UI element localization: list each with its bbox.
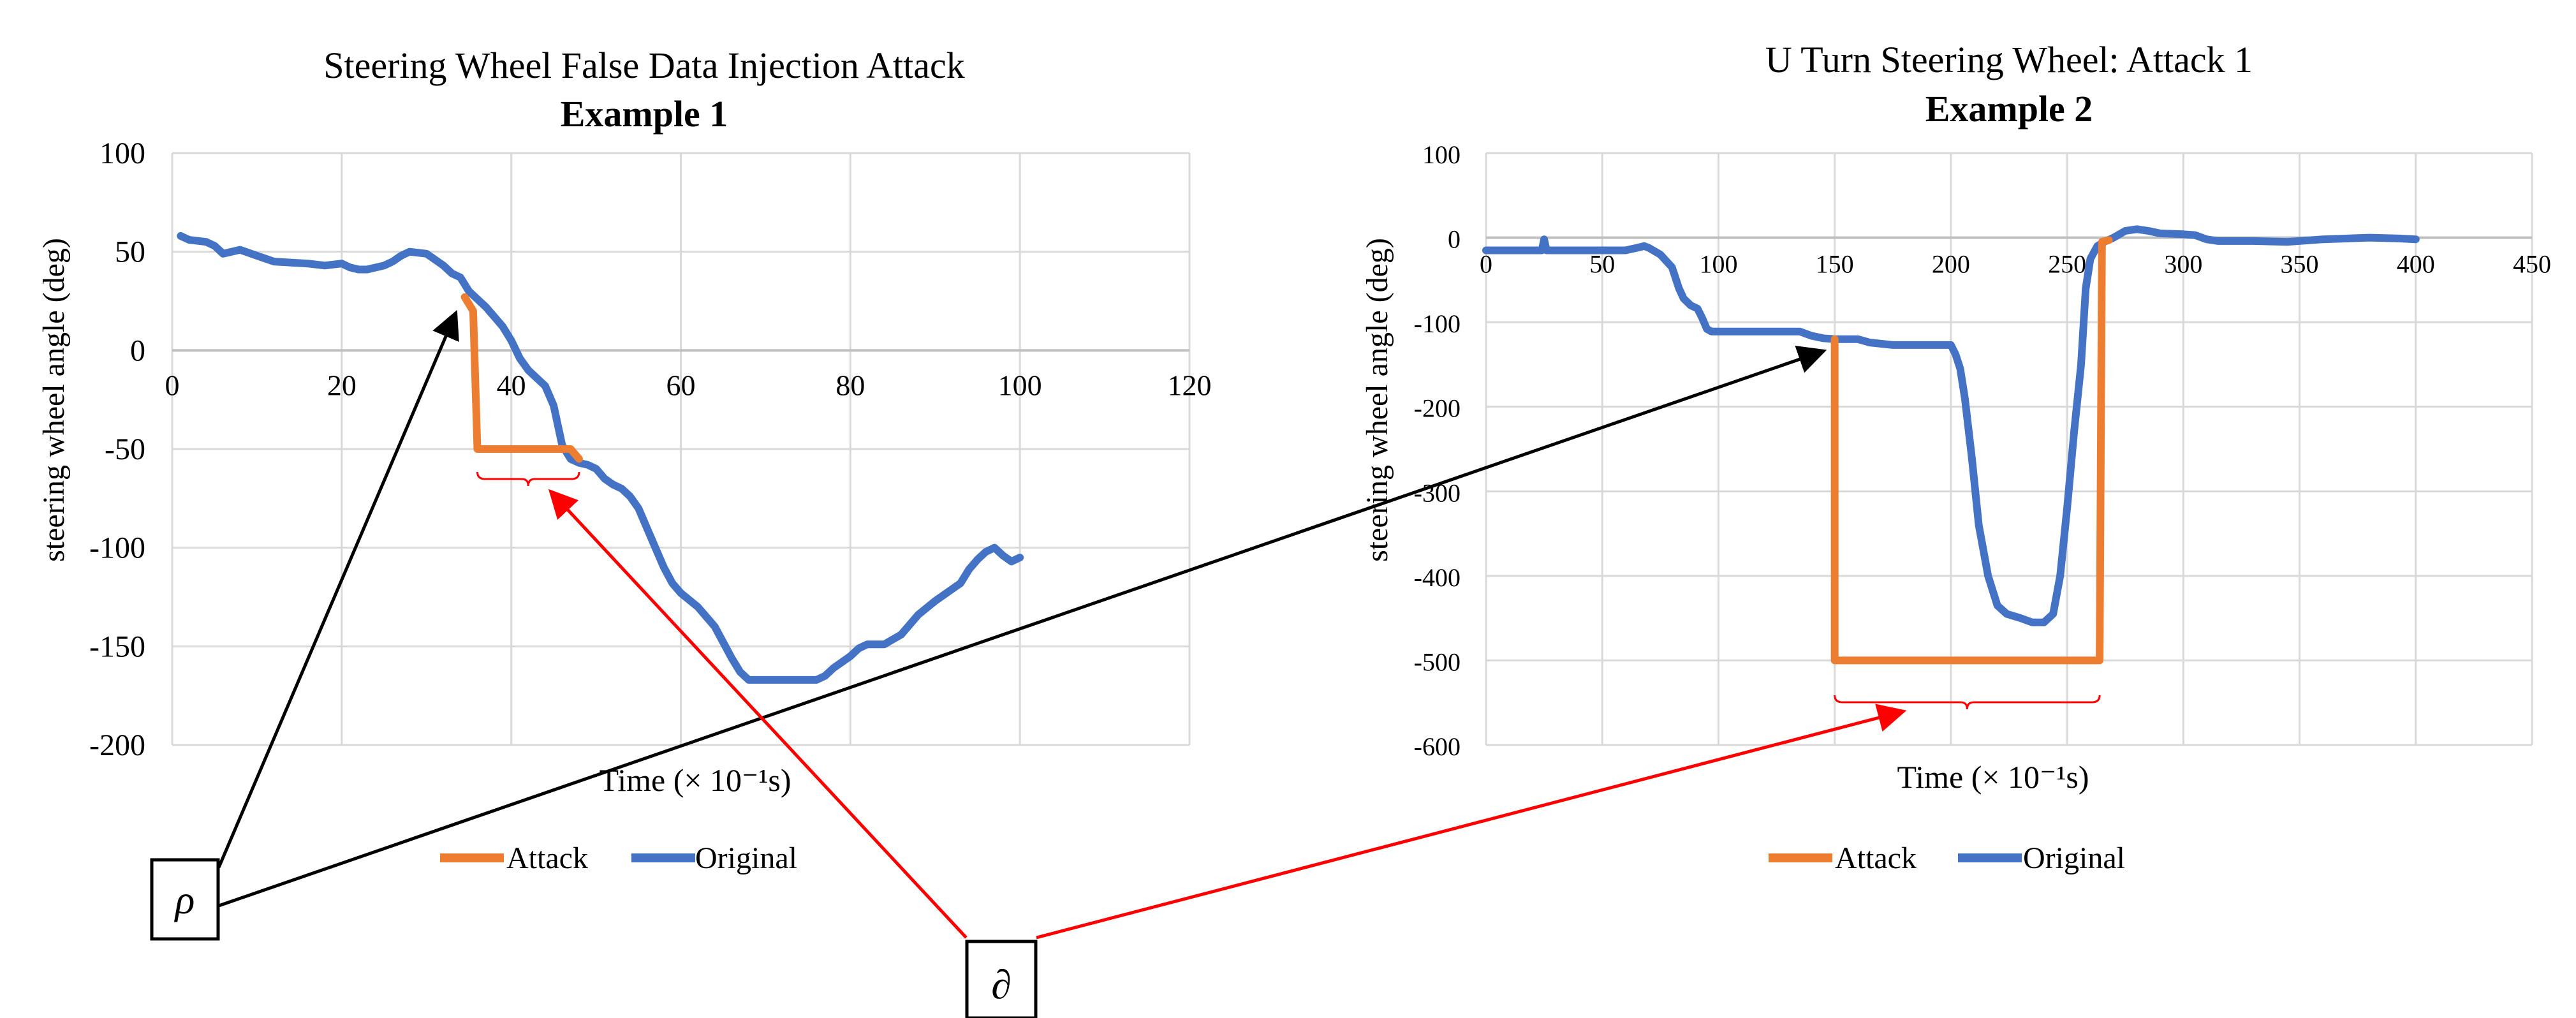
y-tick-label: -600 [1414, 732, 1461, 761]
chart1-legend-attack-label: Attack [506, 841, 588, 875]
y-tick-label: -150 [89, 630, 145, 663]
chart1-y-axis-label: steering wheel angle (deg) [37, 238, 71, 562]
partial-symbol: ∂ [991, 962, 1012, 1007]
chart2-subtitle: Example 2 [1925, 88, 2093, 129]
chart2-gridlines [1485, 152, 2533, 746]
y-tick-label: 100 [1422, 140, 1461, 169]
chart1-attack-duration-brace [476, 471, 580, 487]
chart1-series [177, 232, 1024, 684]
chart1-legend: Attack Original [440, 841, 797, 875]
chart1-gridlines [171, 152, 1191, 746]
series-line-attack [1830, 236, 2113, 665]
chart-example-1: 100 50 0 -50 -100 -150 -200 0 20 40 60 80 100 120 St… [37, 45, 1212, 875]
rho-box [150, 858, 220, 941]
y-tick-label: -300 [1414, 478, 1461, 507]
y-tick-label: -100 [1414, 309, 1461, 338]
x-tick-label: 450 [2513, 250, 2551, 279]
chart1-y-tick-labels: 100 50 0 -50 -100 -150 -200 [89, 136, 145, 762]
series-line-original [177, 232, 1024, 684]
y-tick-label: -400 [1414, 563, 1461, 592]
x-tick-label: 100 [1699, 250, 1737, 279]
y-tick-label: -200 [89, 728, 145, 762]
annotation-arrows [217, 309, 1907, 940]
chart2-legend-attack-label: Attack [1835, 841, 1917, 875]
partial-arrow-to-chart2 [1036, 704, 1907, 940]
chart-example-2: 100 0 -100 -200 -300 -400 -500 -600 0 50 100 150 20… [1360, 39, 2551, 875]
rho-annotation-box: ρ [150, 858, 220, 941]
x-tick-label: 60 [666, 369, 696, 401]
x-tick-label: 50 [1589, 250, 1615, 279]
partial-arrow-to-chart1 [548, 489, 968, 939]
x-tick-label: 300 [2164, 250, 2202, 279]
chart1-x-axis-label: Time (× 10⁻¹s) [599, 762, 791, 798]
attack-duration-brace [1834, 695, 2101, 710]
y-tick-label: -50 [105, 432, 145, 466]
rho-arrow-to-chart1 [217, 309, 459, 868]
chart1-legend-original-label: Original [695, 841, 797, 875]
x-tick-label: 80 [835, 369, 865, 401]
attack-duration-brace [476, 471, 580, 487]
chart2-x-tick-labels: 0 50 100 150 200 250 300 350 400 450 [1480, 250, 2551, 279]
x-tick-label: 0 [165, 369, 180, 401]
chart2-legend: Attack Original [1769, 841, 2125, 875]
y-tick-label: -100 [89, 531, 145, 565]
rho-symbol: ρ [174, 877, 195, 922]
chart2-y-tick-labels: 100 0 -100 -200 -300 -400 -500 -600 [1414, 140, 1461, 761]
series-line-attack [460, 293, 583, 463]
x-tick-label: 120 [1168, 369, 1212, 401]
x-tick-label: 0 [1480, 250, 1492, 279]
partial-box [965, 940, 1038, 1018]
chart1-title: Steering Wheel False Data Injection Atta… [323, 45, 965, 86]
y-tick-label: -500 [1414, 647, 1461, 676]
chart2-attack-duration-brace [1834, 695, 2101, 710]
x-tick-label: 400 [2397, 250, 2435, 279]
x-tick-label: 100 [998, 369, 1042, 401]
chart1-x-tick-labels: 0 20 40 60 80 100 120 [165, 369, 1212, 401]
partial-annotation-box: ∂ [965, 940, 1038, 1018]
y-tick-label: 0 [1448, 225, 1461, 254]
chart2-series [1482, 225, 2420, 665]
x-tick-label: 350 [2281, 250, 2319, 279]
chart2-title: U Turn Steering Wheel: Attack 1 [1765, 39, 2253, 80]
y-tick-label: -200 [1414, 394, 1461, 423]
x-tick-label: 20 [327, 369, 357, 401]
chart2-y-axis-label: steering wheel angle (deg) [1360, 238, 1394, 562]
x-tick-label: 250 [2048, 250, 2086, 279]
x-tick-label: 40 [497, 369, 526, 401]
x-tick-label: 150 [1816, 250, 1854, 279]
y-tick-label: 100 [99, 136, 145, 170]
chart1-subtitle: Example 1 [561, 93, 728, 135]
rho-arrow-to-chart2 [218, 345, 1827, 908]
x-tick-label: 200 [1932, 250, 1970, 279]
y-tick-label: 0 [130, 334, 145, 367]
series-line-original [1482, 225, 2420, 626]
chart2-x-axis-label: Time (× 10⁻¹s) [1897, 759, 2089, 795]
y-tick-label: 50 [115, 235, 145, 269]
chart2-legend-original-label: Original [2023, 841, 2125, 875]
